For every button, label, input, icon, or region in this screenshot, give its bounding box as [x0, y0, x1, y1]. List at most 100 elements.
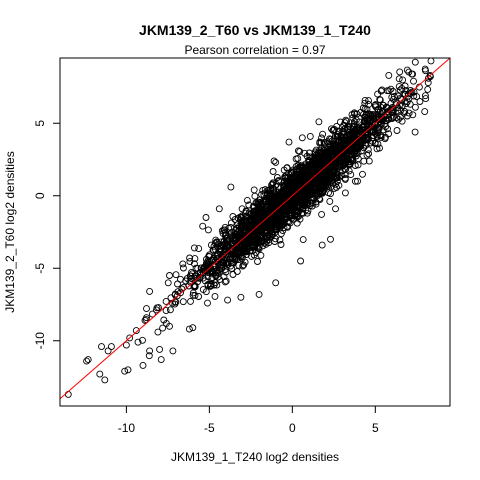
data-point — [101, 376, 109, 384]
data-point — [280, 224, 288, 232]
data-point — [422, 67, 429, 75]
data-point — [156, 345, 164, 353]
data-point — [311, 153, 319, 161]
data-point — [298, 134, 306, 142]
data-point — [222, 268, 230, 276]
data-point — [269, 199, 277, 207]
data-point — [354, 155, 362, 163]
data-point — [325, 189, 332, 197]
data-point — [347, 171, 355, 179]
data-point — [326, 149, 333, 157]
data-point — [339, 141, 347, 149]
x-tick-label: -10 — [118, 421, 136, 435]
data-point — [64, 390, 72, 398]
data-point — [376, 144, 383, 152]
data-point — [360, 157, 368, 165]
data-point — [240, 261, 248, 269]
data-point — [143, 305, 150, 313]
identity-line — [59, 57, 451, 400]
data-point — [289, 166, 297, 174]
data-point — [376, 96, 384, 104]
data-point — [229, 271, 237, 278]
data-point — [190, 244, 198, 252]
data-point — [200, 263, 208, 271]
data-point — [359, 170, 366, 178]
data-point — [249, 203, 257, 211]
data-point — [293, 168, 301, 176]
data-point — [223, 236, 231, 244]
data-point — [304, 169, 312, 176]
data-point — [341, 165, 349, 173]
data-point — [239, 253, 246, 261]
data-point — [338, 128, 346, 136]
data-point — [309, 157, 317, 165]
data-point — [416, 98, 424, 105]
data-point — [315, 118, 323, 126]
data-point — [405, 68, 413, 76]
data-point — [251, 211, 259, 219]
data-point — [122, 341, 130, 349]
data-point — [159, 324, 167, 332]
data-point — [282, 197, 290, 205]
data-point — [334, 161, 342, 169]
data-point — [251, 192, 259, 200]
data-point — [237, 221, 245, 228]
data-point — [202, 214, 210, 221]
data-point — [242, 212, 250, 220]
data-point — [259, 186, 267, 194]
data-point — [311, 170, 319, 178]
data-point — [258, 190, 266, 198]
data-point — [255, 200, 263, 208]
data-point — [361, 96, 369, 104]
data-point — [310, 174, 317, 182]
data-point — [220, 273, 228, 281]
data-point — [227, 219, 235, 227]
data-point — [341, 175, 349, 183]
data-point — [374, 105, 382, 113]
data-point — [296, 148, 304, 155]
data-point — [349, 114, 357, 122]
data-point — [320, 159, 328, 167]
data-point — [243, 239, 251, 247]
data-point — [360, 136, 368, 144]
data-point — [157, 356, 165, 364]
data-point — [347, 146, 355, 154]
data-point — [351, 177, 359, 185]
data-point — [398, 84, 406, 92]
data-point — [222, 277, 230, 285]
data-point — [250, 237, 258, 245]
data-point — [427, 57, 435, 65]
data-point — [393, 127, 401, 134]
data-point — [218, 241, 226, 249]
data-point — [287, 181, 295, 189]
chart-subtitle: Pearson correlation = 0.97 — [184, 43, 325, 57]
data-point — [411, 58, 419, 66]
data-point — [270, 186, 278, 194]
data-point — [421, 108, 429, 116]
data-point — [310, 178, 318, 186]
data-point — [310, 194, 318, 202]
data-point — [263, 222, 271, 230]
data-point — [340, 154, 348, 162]
data-point — [215, 205, 223, 213]
data-point — [232, 242, 240, 250]
data-point — [302, 175, 310, 182]
data-point — [397, 106, 405, 114]
data-point — [166, 272, 173, 279]
data-point — [365, 100, 373, 108]
data-point — [204, 273, 212, 281]
data-point — [280, 203, 287, 211]
data-point — [405, 109, 413, 117]
data-point — [199, 222, 207, 230]
data-point — [172, 298, 180, 306]
data-point — [126, 334, 134, 342]
data-point — [231, 216, 239, 223]
data-point — [237, 293, 245, 301]
data-point — [399, 76, 407, 84]
data-point — [293, 207, 301, 215]
data-point — [281, 174, 289, 182]
data-point — [385, 87, 393, 95]
data-point — [276, 236, 284, 244]
reference-line — [59, 57, 451, 400]
data-point — [195, 293, 203, 300]
